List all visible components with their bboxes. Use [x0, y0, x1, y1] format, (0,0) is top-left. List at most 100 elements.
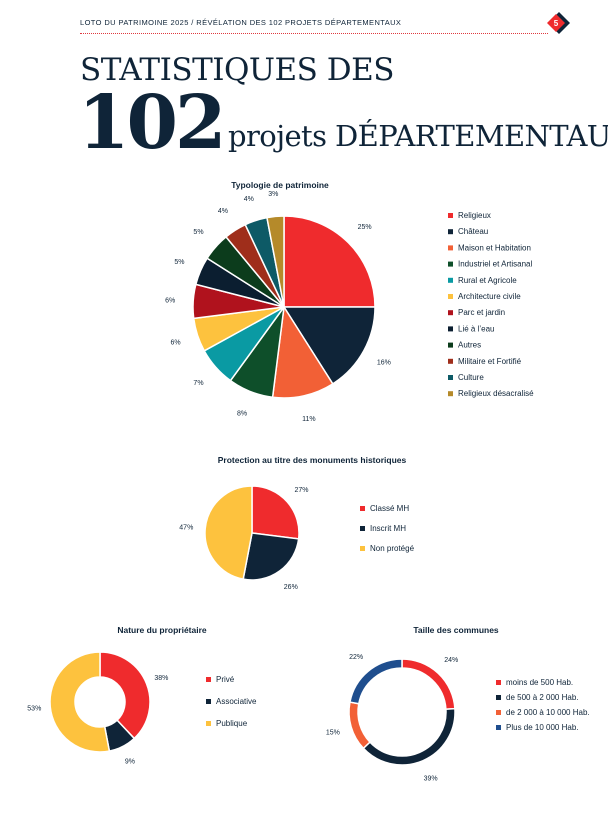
page-title-line1: STATISTIQUES DES: [80, 52, 394, 88]
typologie-legend-label-0: Religieux: [458, 211, 491, 220]
proprietaire-data-label-2: 53%: [27, 706, 41, 713]
typologie-data-label-5: 6%: [171, 340, 181, 347]
typologie-slice-10: [244, 216, 285, 308]
typologie-slice-1: [282, 306, 376, 385]
communes-legend-swatch-2: [496, 710, 501, 715]
proprietaire-slice-1: [103, 719, 136, 752]
typologie-legend-label-2: Maison et Habitation: [458, 243, 531, 252]
header-dotted-rule: [80, 33, 548, 34]
typologie-legend-label-1: Château: [458, 227, 488, 236]
typologie-data-label-0: 25%: [358, 224, 372, 231]
typologie-legend-label-3: Industriel et Artisanal: [458, 260, 532, 269]
typologie-legend-label-8: Autres: [458, 341, 481, 350]
typologie-legend-label-6: Parc et jardin: [458, 308, 505, 317]
communes-legend-label-0: moins de 500 Hab.: [506, 678, 573, 687]
protection-legend-label-2: Non protégé: [370, 544, 415, 553]
typologie-slice-5: [192, 306, 285, 352]
typologie-legend-label-10: Culture: [458, 373, 484, 382]
communes-legend-label-1: de 500 à 2 000 Hab.: [506, 693, 579, 702]
typologie-slice-11: [266, 215, 285, 308]
typologie-legend-label-4: Rural et Agricole: [458, 276, 517, 285]
badge-front-diamond: [547, 14, 565, 32]
communes-data-label-3: 22%: [349, 654, 363, 661]
proprietaire-legend-label-0: Privé: [216, 675, 235, 684]
page-title-line2: projets DÉPARTEMENTAUX: [228, 119, 608, 153]
typologie-legend-label-9: Militaire et Fortifié: [458, 357, 522, 366]
page-number-badge: 5: [547, 12, 570, 34]
proprietaire-slice-0: [99, 651, 151, 740]
typologie-slice-4: [203, 306, 285, 382]
typologie-legend-swatch-3: [448, 261, 453, 267]
typologie-legend-label-11: Religieux désacralisé: [458, 389, 534, 398]
typologie-legend-swatch-11: [448, 391, 453, 397]
typologie-legend-swatch-4: [448, 277, 453, 283]
typologie-slice-2: [271, 304, 334, 399]
typologie-chart-title: Typologie de patrimoine: [231, 180, 329, 190]
protection-data-label-2: 47%: [179, 524, 193, 531]
page-number: 5: [554, 19, 559, 28]
protection-legend-label-0: Classé MH: [370, 504, 409, 513]
typologie-data-label-8: 5%: [193, 229, 203, 236]
page-title-number: 102: [78, 80, 226, 166]
typologie-slice-6: [192, 283, 285, 320]
typologie-legend-swatch-8: [448, 342, 453, 348]
communes-slice-0: [401, 658, 456, 711]
protection-legend-swatch-2: [360, 546, 365, 551]
typologie-legend-swatch-9: [448, 358, 453, 364]
typologie-data-label-10: 4%: [244, 196, 254, 203]
proprietaire-legend-swatch-0: [206, 677, 211, 682]
typologie-data-label-4: 7%: [193, 380, 203, 387]
typologie-legend-label-5: Architecture civile: [458, 292, 521, 301]
typologie-legend-swatch-1: [448, 229, 453, 235]
protection-data-label-0: 27%: [294, 487, 308, 494]
communes-slice-1: [362, 707, 456, 766]
typologie-data-label-6: 6%: [165, 297, 175, 304]
typologie-data-label-9: 4%: [218, 208, 228, 215]
communes-legend-swatch-1: [496, 695, 501, 700]
communes-data-label-0: 24%: [444, 657, 458, 664]
chart-communes: Taille des communes 24% 39% 15% 22% moins de …: [326, 625, 590, 783]
communes-data-label-2: 15%: [326, 730, 340, 737]
typologie-data-label-11: 3%: [268, 191, 278, 198]
proprietaire-chart-title: Nature du propriétaire: [117, 625, 207, 635]
typologie-data-label-7: 5%: [174, 259, 184, 266]
proprietaire-legend-label-1: Associative: [216, 697, 257, 706]
proprietaire-data-label-1: 9%: [125, 758, 135, 765]
proprietaire-legend-label-2: Publique: [216, 719, 248, 728]
protection-chart-title: Protection au titre des monuments histor…: [218, 455, 407, 465]
communes-legend-label-3: Plus de 10 000 Hab.: [506, 723, 579, 732]
communes-legend-swatch-3: [496, 725, 501, 730]
typologie-legend-swatch-10: [448, 375, 453, 380]
communes-slice-3: [349, 658, 403, 705]
protection-legend-swatch-0: [360, 506, 365, 511]
protection-slice-1: [242, 532, 300, 581]
communes-legend-swatch-0: [496, 680, 501, 685]
communes-slice-2: [348, 701, 371, 750]
typologie-legend-swatch-0: [448, 213, 453, 218]
typologie-legend-swatch-6: [448, 310, 453, 316]
typologie-slice-7: [194, 257, 285, 308]
typologie-legend-swatch-7: [448, 326, 453, 332]
typologie-slice-9: [224, 223, 285, 308]
protection-data-label-1: 26%: [284, 584, 298, 591]
typologie-legend-label-7: Lié à l’eau: [458, 324, 494, 333]
chart-proprietaire: Nature du propriétaire 38% 9% 53% Privé Assoc…: [27, 625, 257, 765]
communes-data-label-1: 39%: [424, 776, 438, 783]
typologie-slice-3: [229, 306, 285, 399]
typologie-slice-0: [283, 215, 376, 308]
protection-slice-0: [251, 485, 300, 540]
running-title: LOTO DU PATRIMOINE 2025 / RÉVÉLATION DES…: [80, 18, 402, 27]
communes-legend-label-2: de 2 000 à 10 000 Hab.: [506, 708, 590, 717]
proprietaire-legend-swatch-2: [206, 721, 211, 726]
typologie-data-label-3: 8%: [237, 410, 247, 417]
typologie-legend-swatch-2: [448, 245, 453, 251]
communes-chart-title: Taille des communes: [413, 625, 499, 635]
proprietaire-data-label-0: 38%: [154, 675, 168, 682]
typologie-data-label-1: 16%: [377, 359, 391, 366]
protection-legend-label-1: Inscrit MH: [370, 524, 406, 533]
proprietaire-slice-2: [49, 651, 111, 753]
typologie-legend-swatch-5: [448, 294, 453, 299]
protection-slice-2: [204, 485, 253, 581]
chart-protection: Protection au titre des monuments histor…: [179, 455, 414, 591]
page-header: LOTO DU PATRIMOINE 2025 / RÉVÉLATION DES…: [80, 14, 550, 34]
